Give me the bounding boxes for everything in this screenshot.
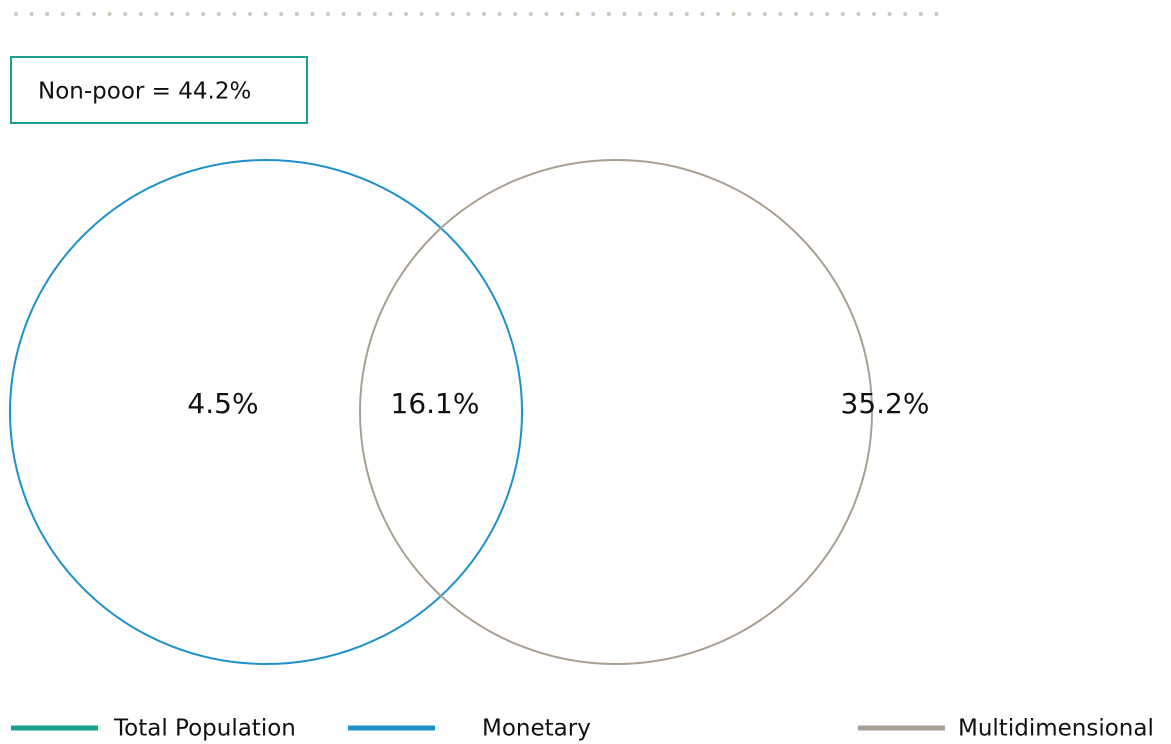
legend-label: Total Population: [113, 716, 296, 742]
dot: [731, 12, 736, 16]
dot: [372, 12, 377, 16]
non-poor-box: [10, 56, 308, 124]
dot: [60, 12, 65, 16]
dot: [825, 12, 830, 16]
dot: [513, 12, 518, 16]
dot: [450, 12, 455, 16]
dot: [388, 12, 393, 16]
dotted-divider: [14, 12, 939, 16]
dot: [856, 12, 861, 16]
dot: [404, 12, 408, 16]
dot: [435, 12, 440, 16]
dot: [606, 12, 611, 16]
dot: [482, 12, 486, 16]
dot: [809, 12, 814, 16]
dot: [497, 12, 502, 16]
dot: [419, 12, 424, 16]
dot: [263, 12, 268, 16]
dot: [560, 12, 564, 16]
dot: [107, 12, 112, 16]
monetary-circle: [9, 159, 523, 665]
dot: [201, 12, 206, 16]
dot: [840, 12, 845, 16]
non-poor-label: Non-poor = 44.2%: [38, 79, 251, 105]
dot: [700, 12, 705, 16]
dot: [294, 12, 299, 16]
dot: [684, 12, 689, 16]
dot: [653, 12, 658, 16]
dot: [669, 12, 674, 16]
legend-label: Multidimensional: [958, 716, 1154, 742]
dot: [466, 12, 471, 16]
region-label: 16.1%: [391, 387, 480, 420]
dot: [638, 12, 642, 16]
dot: [154, 12, 159, 16]
dot: [279, 12, 284, 16]
dot: [778, 12, 783, 16]
region-label: 4.5%: [187, 387, 258, 420]
region-label: 35.2%: [841, 387, 930, 420]
dot: [575, 12, 580, 16]
dot: [622, 12, 627, 16]
dot: [138, 12, 143, 16]
dot: [170, 12, 174, 16]
dot: [544, 12, 549, 16]
dot: [591, 12, 596, 16]
dot: [887, 12, 892, 16]
dot: [903, 12, 908, 16]
dot: [185, 12, 190, 16]
dot: [747, 12, 752, 16]
dot: [341, 12, 346, 16]
dot: [872, 12, 876, 16]
dot: [76, 12, 81, 16]
dot: [248, 12, 252, 16]
dot: [123, 12, 128, 16]
dot: [762, 12, 767, 16]
dot: [14, 12, 18, 16]
dot: [934, 12, 939, 16]
dot: [216, 12, 221, 16]
dot: [310, 12, 315, 16]
dot: [29, 12, 34, 16]
dot: [528, 12, 533, 16]
dot: [794, 12, 798, 16]
dot: [232, 12, 237, 16]
multidimensional-circle: [359, 159, 873, 665]
dot: [92, 12, 96, 16]
dot: [326, 12, 330, 16]
dot: [45, 12, 50, 16]
legend-label: Monetary: [482, 716, 591, 742]
dot: [357, 12, 362, 16]
dot: [918, 12, 923, 16]
dot: [716, 12, 720, 16]
